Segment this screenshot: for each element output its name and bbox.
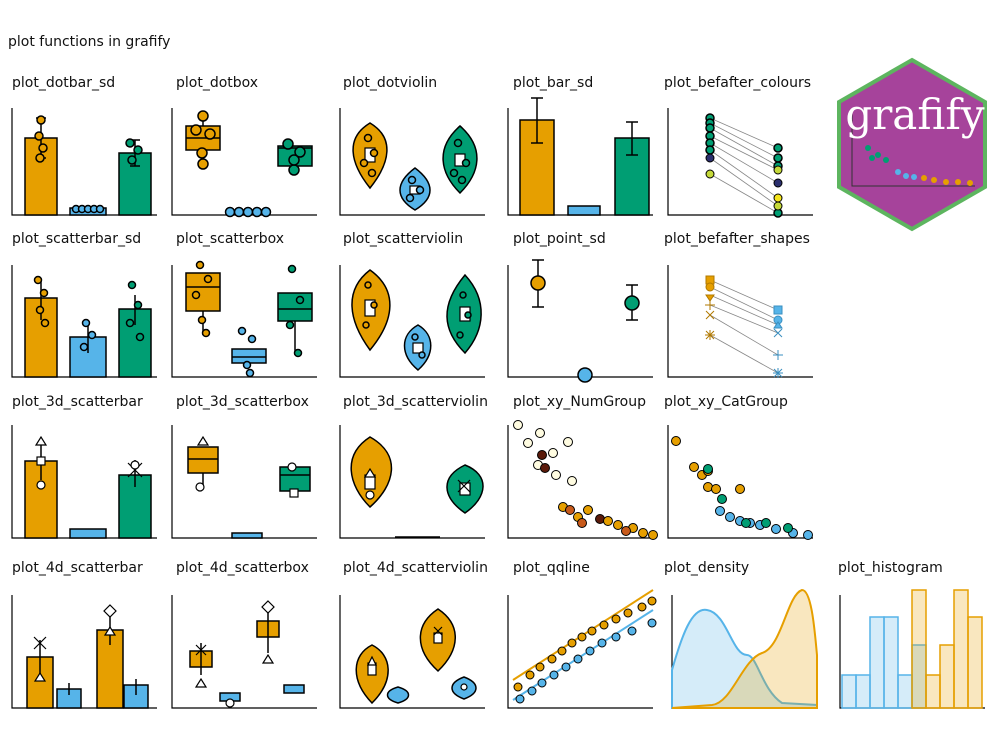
panel-title: plot_dotviolin [343, 75, 437, 91]
panel-title: plot_xy_CatGroup [664, 394, 788, 410]
plot [339, 425, 485, 539]
panel-title: plot_point_sd [513, 231, 606, 247]
panel-title: plot_scatterbox [176, 231, 284, 247]
plot [667, 425, 813, 540]
plot [339, 595, 485, 709]
plot [507, 589, 657, 709]
panel-title: plot_3d_scatterviolin [343, 394, 488, 410]
panel-title: plot_dotbox [176, 75, 258, 91]
logo: grafify [837, 57, 987, 232]
plot [171, 260, 317, 378]
page-title: plot functions in grafify [8, 34, 170, 50]
panel-title: plot_xy_NumGroup [513, 394, 646, 410]
plot [171, 108, 317, 218]
panel-title: plot_dotbar_sd [12, 75, 115, 91]
panel-title: plot_befafter_colours [664, 75, 811, 91]
panel-title: plot_3d_scatterbox [176, 394, 309, 410]
panel-title: plot_bar_sd [513, 75, 593, 91]
plot [171, 595, 317, 709]
panel-title: plot_scatterbar_sd [12, 231, 141, 247]
panel-title: plot_befafter_shapes [664, 231, 810, 247]
plot [507, 259, 653, 383]
plot [839, 589, 985, 709]
logo-text: grafify [845, 90, 985, 139]
plot [171, 425, 317, 539]
panel-title: plot_histogram [838, 560, 943, 576]
plot [667, 108, 813, 218]
plot [339, 108, 485, 216]
plot [11, 108, 157, 216]
panel-title: plot_3d_scatterbar [12, 394, 143, 410]
plot [671, 588, 818, 709]
panel-title: plot_4d_scatterviolin [343, 560, 488, 576]
panel-title: plot_4d_scatterbar [12, 560, 143, 576]
plot [339, 265, 485, 378]
plot [507, 97, 653, 216]
plot [667, 265, 813, 378]
panel-title: plot_density [664, 560, 749, 576]
plot [507, 420, 658, 540]
panel-title: plot_4d_scatterbox [176, 560, 309, 576]
panel-title: plot_scatterviolin [343, 231, 463, 247]
panel-title: plot_qqline [513, 560, 590, 576]
plot [11, 595, 157, 709]
plot [11, 425, 157, 539]
plot [11, 265, 157, 378]
